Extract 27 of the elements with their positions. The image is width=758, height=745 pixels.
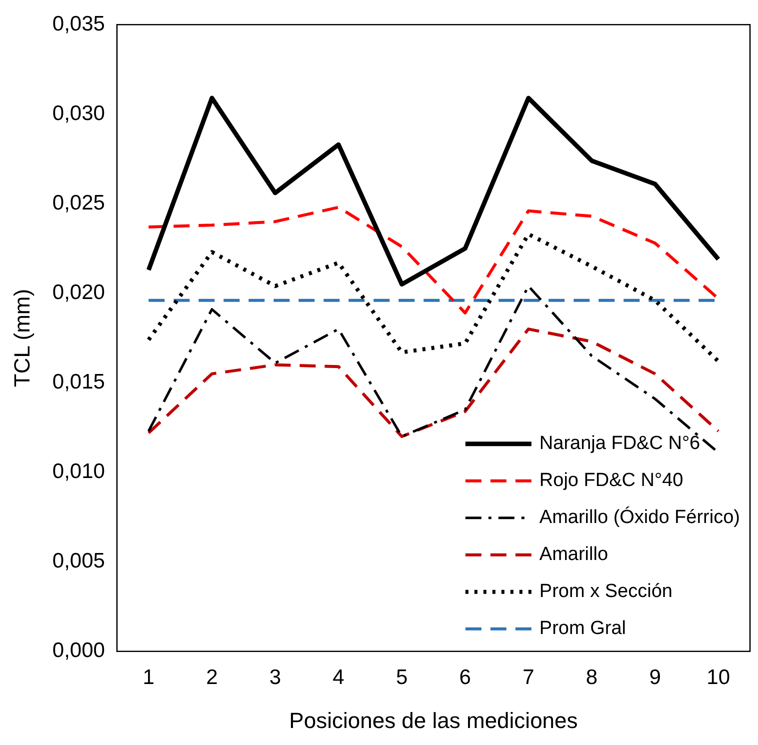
y-axis-title: TCL (mm) (9, 288, 34, 388)
x-tick-label: 10 (706, 666, 730, 689)
y-tick-label: 0,020 (52, 281, 105, 304)
x-tick-label: 7 (522, 666, 534, 689)
y-tick-label: 0,035 (52, 12, 105, 36)
y-tick-label: 0,000 (52, 639, 105, 662)
x-tick-label: 5 (396, 666, 408, 689)
line-series (146, 232, 720, 364)
y-tick-label: 0,005 (52, 550, 105, 573)
legend-label: Amarillo (Óxido Férrico) (539, 506, 740, 528)
y-tick-label: 0,015 (52, 370, 105, 394)
x-axis-title: Posiciones de las mediciones (289, 708, 578, 733)
legend-label: Naranja FD&C N°6 (539, 433, 700, 454)
x-tick-label: 8 (586, 666, 598, 689)
legend-label: Prom Gral (539, 618, 626, 640)
legend-label: Amarillo (539, 544, 608, 566)
x-tick-label: 6 (459, 666, 471, 689)
y-tick-label: 0,010 (52, 460, 105, 484)
x-tick-label: 9 (649, 666, 661, 689)
y-tick-label: 0,030 (52, 102, 105, 125)
x-tick-label: 2 (206, 666, 218, 689)
x-tick-label: 3 (269, 666, 282, 689)
y-tick-label: 0,025 (52, 191, 105, 214)
x-tick-label: 1 (142, 666, 154, 689)
legend-label: Prom x Sección (539, 581, 672, 602)
x-tick-label: 4 (332, 666, 345, 689)
legend-label: Rojo FD&C N°40 (539, 470, 684, 492)
